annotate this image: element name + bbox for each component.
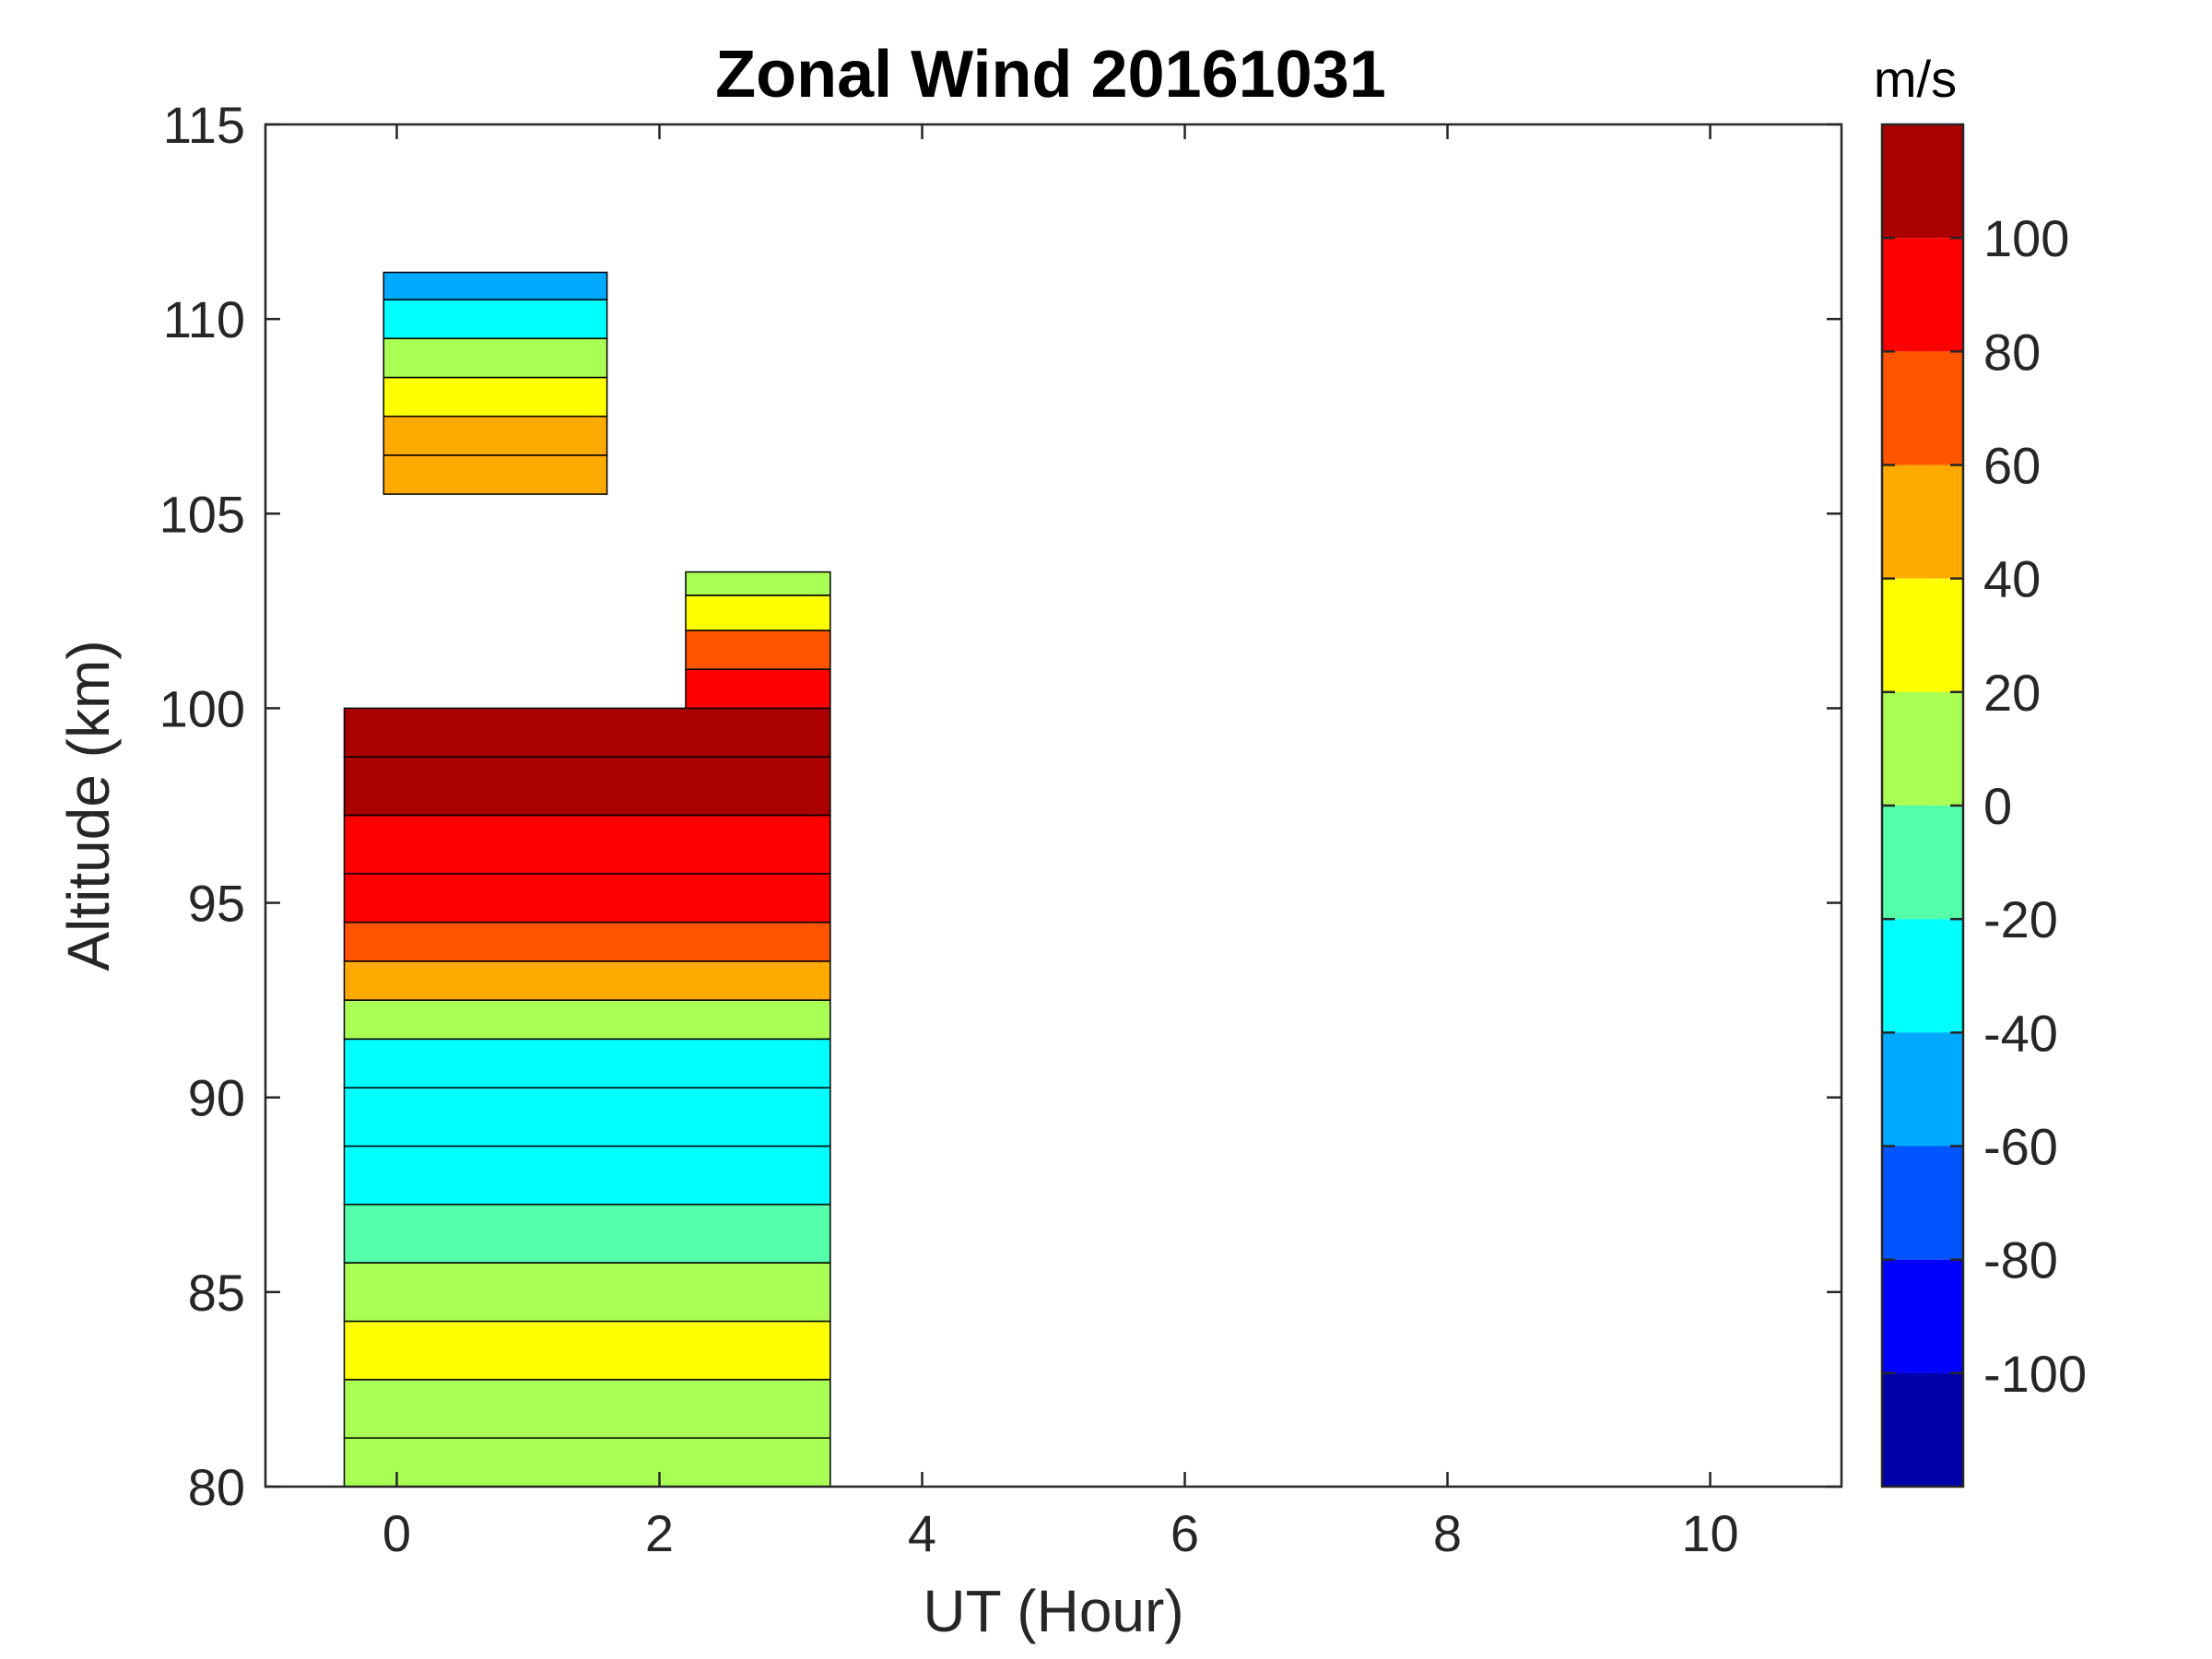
colorbar-tick-label: -100 bbox=[1983, 1345, 2087, 1403]
x-axis-label: UT (Hour) bbox=[923, 1578, 1183, 1644]
contour-cell bbox=[343, 1038, 831, 1088]
colorbar: 100 80 60 40 20 0 -20 -40 -60 -80 -100 bbox=[1880, 123, 2087, 1488]
contour-cell bbox=[343, 921, 831, 962]
contour-cell bbox=[343, 756, 831, 817]
contour-cell bbox=[382, 271, 608, 300]
contour-plot-data bbox=[343, 271, 831, 1488]
colorbar-band bbox=[1882, 919, 1963, 1033]
colorbar-band bbox=[1882, 806, 1963, 920]
contour-cell bbox=[685, 594, 831, 631]
colorbar-band bbox=[1882, 691, 1963, 806]
y-axis-ticks: 80 85 90 95 100 105 110 115 bbox=[159, 96, 1841, 1516]
colorbar-band bbox=[1882, 1259, 1963, 1373]
x-tick-label: 8 bbox=[1433, 1504, 1462, 1562]
x-tick-label: 2 bbox=[645, 1504, 674, 1562]
colorbar-tick-label: 100 bbox=[1983, 209, 2069, 267]
colorbar-tick-label: 60 bbox=[1983, 437, 2041, 495]
x-tick-label: 0 bbox=[382, 1504, 411, 1562]
y-tick-label: 105 bbox=[159, 485, 245, 543]
contour-cell bbox=[343, 814, 831, 875]
y-tick-label: 110 bbox=[163, 290, 245, 348]
contour-cell bbox=[685, 629, 831, 670]
contour-cell bbox=[343, 960, 831, 1001]
contour-cell bbox=[343, 873, 831, 924]
colorbar-band bbox=[1882, 351, 1963, 465]
y-tick-label: 80 bbox=[188, 1458, 245, 1516]
contour-cell bbox=[343, 1087, 831, 1147]
x-tick-label: 4 bbox=[908, 1504, 936, 1562]
colorbar-tick-label: -40 bbox=[1983, 1004, 2058, 1062]
colorbar-tick-label: -60 bbox=[1983, 1118, 2058, 1176]
colorbar-unit-label: m/s bbox=[1874, 50, 1957, 108]
contour-cell bbox=[382, 415, 608, 456]
y-tick-label: 95 bbox=[188, 875, 245, 933]
contour-cell bbox=[685, 668, 831, 710]
contour-cell bbox=[382, 337, 608, 379]
plot-axes-frame bbox=[264, 123, 1843, 1488]
colorbar-tick-label: 40 bbox=[1983, 550, 2041, 608]
contour-cell bbox=[343, 1320, 831, 1381]
colorbar-tick-label: 20 bbox=[1983, 664, 2041, 722]
contour-cell bbox=[382, 376, 608, 418]
y-tick-label: 115 bbox=[163, 96, 245, 154]
contour-cell bbox=[343, 1145, 831, 1206]
contour-cell bbox=[343, 1262, 831, 1323]
contour-cell bbox=[382, 299, 608, 339]
x-axis-ticks: 0 2 4 6 8 10 bbox=[382, 124, 1739, 1562]
colorbar-tick-label: -20 bbox=[1983, 890, 2058, 948]
contour-cell bbox=[685, 571, 831, 596]
colorbar-tick-label: 0 bbox=[1983, 777, 2012, 835]
colorbar-band bbox=[1882, 1146, 1963, 1260]
x-tick-label: 10 bbox=[1681, 1504, 1738, 1562]
y-tick-label: 90 bbox=[188, 1069, 245, 1127]
y-axis-label: Altitude (km) bbox=[55, 640, 122, 971]
colorbar-band bbox=[1882, 578, 1963, 692]
contour-cell bbox=[343, 707, 831, 758]
contour-cell bbox=[343, 1437, 831, 1488]
colorbar-band bbox=[1882, 238, 1963, 352]
chart-title: Zonal Wind 20161031 bbox=[715, 38, 1386, 112]
y-tick-label: 85 bbox=[188, 1264, 245, 1322]
contour-cell bbox=[382, 454, 608, 495]
contour-cell bbox=[343, 1379, 831, 1439]
colorbar-band bbox=[1882, 1372, 1963, 1487]
colorbar-band bbox=[1882, 465, 1963, 579]
colorbar-tick-label: -80 bbox=[1983, 1231, 2058, 1289]
contour-cell bbox=[343, 999, 831, 1041]
x-tick-label: 6 bbox=[1171, 1504, 1199, 1562]
contour-cell bbox=[343, 1204, 831, 1264]
y-tick-label: 100 bbox=[159, 679, 245, 737]
colorbar-tick-label: 80 bbox=[1983, 323, 2041, 381]
colorbar-band bbox=[1882, 1032, 1963, 1147]
colorbar-band bbox=[1882, 124, 1963, 239]
